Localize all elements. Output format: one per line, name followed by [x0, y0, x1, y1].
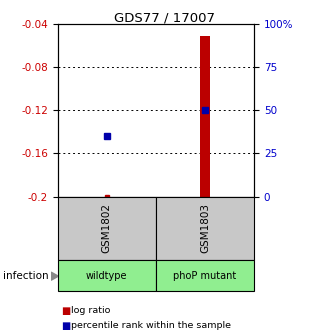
Bar [200, 37, 210, 197]
Text: GDS77 / 17007: GDS77 / 17007 [115, 12, 215, 25]
Text: phoP mutant: phoP mutant [173, 270, 237, 281]
Text: GSM1803: GSM1803 [200, 204, 210, 253]
Text: infection: infection [3, 271, 49, 281]
Text: wildtype: wildtype [86, 270, 128, 281]
Text: percentile rank within the sample: percentile rank within the sample [71, 322, 231, 330]
Bar [58, 197, 156, 260]
Polygon shape [51, 272, 58, 280]
Bar [156, 260, 254, 291]
Text: GSM1802: GSM1802 [102, 204, 112, 253]
Bar [58, 260, 156, 291]
Text: ■: ■ [61, 306, 70, 316]
Bar [156, 197, 254, 260]
Text: log ratio: log ratio [71, 306, 110, 315]
Text: ■: ■ [61, 321, 70, 331]
